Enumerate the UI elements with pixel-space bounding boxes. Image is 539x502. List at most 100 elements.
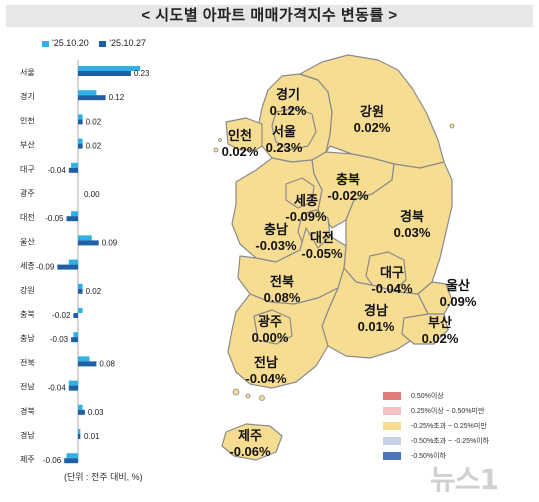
map-region-name: 경남	[364, 303, 388, 318]
map-region-value: -0.04%	[245, 371, 287, 386]
map-region-name: 부산	[428, 315, 452, 330]
map-legend-swatch	[383, 407, 401, 415]
bar-curr-week	[78, 409, 85, 415]
map-region-value: 0.12%	[270, 103, 307, 118]
bar-prev-week	[78, 114, 83, 120]
bar-prev-week	[78, 138, 83, 144]
map-region-value: -0.06%	[229, 444, 271, 459]
map-region-value: -0.04%	[371, 281, 413, 296]
region-gwangju	[253, 309, 293, 345]
map-legend-row: -0.50%이하	[383, 452, 489, 467]
bar-curr-week	[78, 288, 83, 294]
chart-title: < 시도별 아파트 매매가격지수 변동률 >	[6, 5, 533, 27]
bar-prev-week	[78, 235, 92, 241]
category-label: 대전	[20, 212, 35, 222]
region-daegu	[365, 251, 407, 291]
data-label: -0.03	[50, 335, 69, 344]
map-region-value: 0.09%	[440, 294, 477, 309]
map-region-value: 0.08%	[264, 290, 301, 305]
map-region-name: 광주	[258, 314, 282, 329]
map-region-name: 전남	[254, 355, 278, 370]
data-label: 0.09	[102, 238, 118, 247]
legend-item-curr: '25.10.27	[99, 38, 146, 48]
bar-curr-week	[78, 95, 106, 101]
bar-prev-week	[78, 308, 83, 313]
category-label: 전남	[20, 382, 35, 392]
category-label: 인천	[20, 115, 35, 125]
category-label: 부산	[20, 140, 35, 150]
map-region-name: 강원	[360, 104, 384, 119]
map-region-name: 세종	[294, 193, 318, 208]
map-region-name: 전북	[270, 274, 294, 289]
map-shapes	[213, 54, 455, 461]
legend-item-prev: '25.10.20	[42, 38, 89, 48]
map-region-name: 경기	[276, 87, 300, 102]
bar-prev-week	[78, 404, 83, 410]
bar-curr-week	[68, 167, 78, 173]
island-shape	[245, 393, 251, 399]
bar-curr-week	[78, 119, 83, 125]
legend-swatch-curr	[99, 40, 107, 47]
map-region-value: -0.03%	[255, 238, 297, 253]
category-label: 경남	[20, 430, 35, 440]
map-region-name: 인천	[228, 128, 252, 143]
data-label: 0.02	[86, 117, 102, 126]
map-region-value: 0.03%	[394, 225, 431, 240]
bar-prev-week	[71, 162, 78, 168]
bar-curr-week	[78, 361, 97, 367]
legend-swatch-prev	[42, 40, 49, 47]
category-label: 울산	[20, 236, 35, 246]
region-seoul	[271, 107, 317, 151]
bar-curr-week	[68, 385, 78, 391]
bar-prev-week	[66, 453, 78, 459]
bar-curr-week	[78, 71, 131, 76]
data-label: -0.04	[48, 384, 67, 393]
bar-curr-week	[71, 337, 78, 343]
map-legend-swatch	[383, 452, 401, 460]
map-legend-swatch	[383, 392, 401, 400]
data-label: 0.03	[88, 408, 104, 417]
region-busan	[401, 313, 449, 345]
map-region-name: 울산	[446, 278, 470, 293]
category-label: 충북	[20, 310, 35, 319]
map-legend-label: -0.50%이하	[411, 452, 447, 460]
map-legend-row: -0.50%초과 ~ -0.25%이하	[383, 437, 489, 452]
map-region-name: 서울	[272, 124, 296, 139]
map-region-value: 0.01%	[358, 319, 395, 334]
map-legend-swatch	[383, 422, 401, 430]
bar-prev-week	[78, 429, 81, 434]
map-legend-row: 0.25%이상 ~ 0.50%미만	[383, 407, 489, 422]
category-label: 전북	[20, 357, 35, 367]
category-label: 제주	[20, 455, 35, 464]
map-region-name: 제주	[238, 428, 262, 443]
map-region-name: 충남	[264, 222, 288, 237]
region-jeju	[221, 423, 283, 461]
map-region-name: 대구	[380, 265, 404, 280]
legend-label-prev: '25.10.20	[52, 38, 89, 48]
map-labels: 경기0.12% 강원0.02%인천0.02%서울0.23%충북-0.02%세종-0…	[222, 87, 477, 459]
category-label: 광주	[20, 188, 35, 198]
map-region-value: -0.05%	[301, 246, 343, 261]
category-label: 충남	[20, 334, 35, 343]
map-region-value: 0.02%	[222, 144, 259, 159]
bar-prev-week	[73, 332, 78, 338]
map-region-name: 대전	[310, 230, 334, 245]
map-legend-label: 0.25%이상 ~ 0.50%미만	[411, 407, 485, 415]
map-region-value: -0.09%	[285, 209, 327, 224]
bar-curr-week	[64, 458, 78, 464]
bar-prev-week	[78, 356, 90, 362]
map-region-value: 0.02%	[422, 331, 459, 346]
data-label: 0.08	[99, 359, 115, 368]
island-shape	[449, 123, 455, 129]
map-legend-label: -0.25%초과 ~ 0.25%미만	[411, 422, 487, 430]
bar-prev-week	[68, 259, 78, 265]
island-shape	[232, 388, 240, 396]
data-label: 0.02	[86, 287, 102, 296]
series-legend: '25.10.20 '25.10.27	[42, 38, 154, 48]
legend-label-curr: '25.10.27	[109, 38, 147, 48]
bar-prev-week	[68, 380, 78, 386]
category-label: 서울	[20, 68, 35, 77]
region-sejong	[285, 177, 315, 209]
